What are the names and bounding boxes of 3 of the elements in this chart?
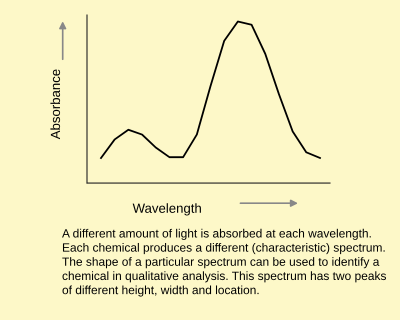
x-axis-title: Wavelength xyxy=(132,203,201,216)
y-axis-title: Absorbance xyxy=(50,69,60,140)
text: A different amount of light is absorbed at each wavelength. Each chemical produces a different (characteristic) spectrum. The shape of a particular spectrum can be used to identify a chemical in qualitative analysis. This spectrum has two peaks of different height, width and location. xyxy=(62,228,386,297)
